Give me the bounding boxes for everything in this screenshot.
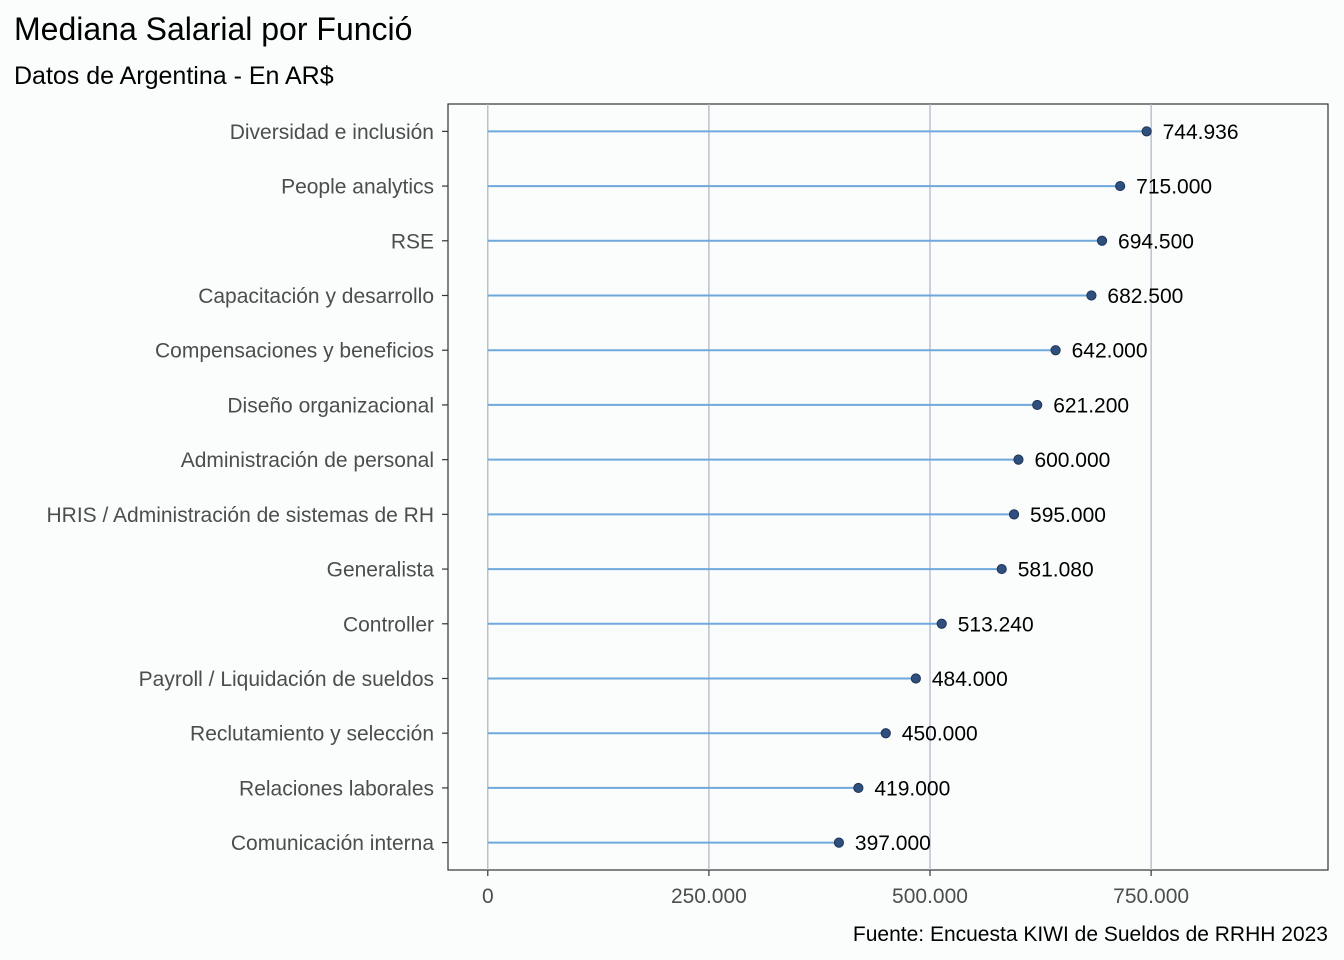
- y-tick-label: HRIS / Administración de sistemas de RH: [47, 504, 434, 527]
- lollipop-point: [996, 563, 1007, 575]
- lollipop-point: [880, 728, 891, 739]
- data-label: 694.500: [1118, 230, 1194, 253]
- y-tick-label: Administración de personal: [181, 449, 434, 472]
- lollipop-point: [1115, 180, 1126, 192]
- lollipop-point: [1096, 235, 1108, 246]
- y-axis-labels: Diversidad e inclusión People analytics RS…: [47, 121, 448, 855]
- data-label: 642.000: [1072, 340, 1148, 363]
- x-axis-labels: 0 250.000 500.000 750.000: [482, 870, 1189, 908]
- y-tick-label: Diseño organizacional: [227, 394, 434, 417]
- plot-panel: [447, 103, 1329, 871]
- chart-caption: Fuente: Encuesta KIWI de Sueldos de RRHH…: [853, 923, 1328, 946]
- data-label: 595.000: [1030, 504, 1106, 527]
- chart-subtitle: Datos de Argentina - En AR$: [14, 62, 334, 90]
- y-tick-label: Relaciones laborales: [239, 777, 434, 800]
- y-tick-label: Diversidad e inclusión: [230, 121, 434, 144]
- x-tick-label: 750.000: [1113, 885, 1189, 908]
- lollipop-point: [1032, 399, 1043, 411]
- data-label: 621.200: [1053, 394, 1129, 417]
- x-tick-label: 250.000: [671, 885, 747, 908]
- data-label: 600.000: [1034, 449, 1110, 472]
- y-tick-label: RSE: [391, 230, 434, 253]
- y-tick-label: Reclutamiento y selección: [190, 723, 434, 746]
- data-label: 715.000: [1136, 176, 1212, 199]
- lollipop-point: [1141, 126, 1152, 137]
- y-tick-label: Capacitación y desarrollo: [198, 285, 434, 308]
- data-label: 744.936: [1163, 121, 1239, 144]
- lollipop-point: [936, 618, 947, 629]
- lollipop-point: [1013, 454, 1024, 465]
- data-label: 513.240: [958, 613, 1034, 636]
- y-tick-label: Comunicación interna: [231, 832, 434, 855]
- y-tick-label: People analytics: [281, 176, 434, 199]
- lollipop-point: [910, 673, 921, 684]
- data-label: 682.500: [1107, 285, 1183, 308]
- x-tick-label: 500.000: [892, 885, 968, 908]
- data-label: 581.080: [1018, 559, 1094, 582]
- lollipop-marks: 744.936 715.000 694.500 682.500 642.000 621.2…: [487, 121, 1239, 855]
- x-tick-label: 0: [482, 885, 494, 908]
- data-label: 419.000: [874, 777, 950, 800]
- y-tick-label: Payroll / Liquidación de sueldos: [139, 668, 434, 691]
- y-tick-label: Compensaciones y beneficios: [155, 340, 434, 363]
- y-tick-label: Generalista: [327, 559, 435, 582]
- y-tick-label: Controller: [343, 613, 434, 636]
- chart-title: Mediana Salarial por Funció: [14, 11, 412, 47]
- lollipop-point: [1050, 345, 1061, 356]
- lollipop-point: [1086, 290, 1097, 301]
- lollipop-point: [1008, 509, 1020, 520]
- lollipop-point: [833, 837, 845, 848]
- data-label: 450.000: [902, 723, 978, 746]
- lollipop-point: [853, 782, 864, 794]
- data-label: 397.000: [855, 832, 931, 855]
- data-label: 484.000: [932, 668, 1008, 691]
- grid-lines: [487, 104, 1152, 870]
